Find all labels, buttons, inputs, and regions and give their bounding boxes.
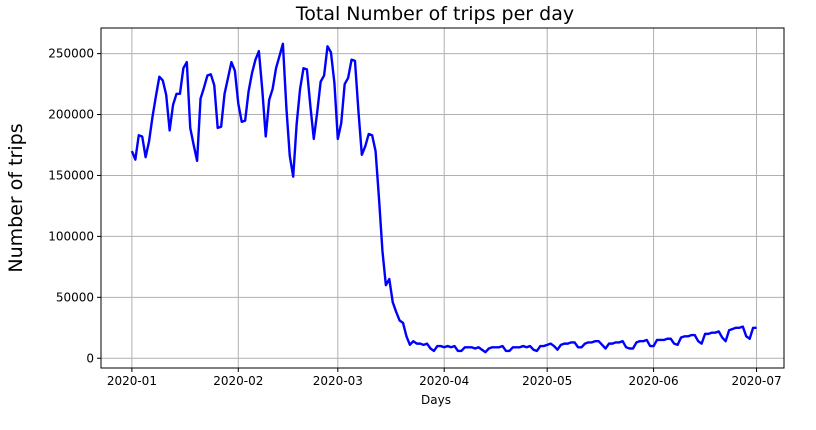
x-tick-label: 2020-03	[313, 374, 363, 388]
x-tick-label: 2020-02	[213, 374, 263, 388]
series-line	[130, 42, 757, 354]
series-lines	[130, 42, 757, 354]
y-gridlines	[101, 53, 784, 359]
x-tick-label: 2020-06	[629, 374, 679, 388]
y-axis-ticks: 0 50000 100000 150000 200000 250000	[48, 47, 101, 365]
x-axis-label: Days	[421, 393, 451, 407]
x-tick-label: 2020-05	[522, 374, 572, 388]
x-axis-ticks: 2020-01 2020-02 2020-03 2020-04 2020-05 2020-…	[107, 368, 782, 388]
y-tick-label: 100000	[48, 229, 94, 243]
y-tick-label: 50000	[56, 290, 94, 304]
x-gridlines	[131, 28, 758, 368]
y-tick-label: 200000	[48, 108, 94, 122]
y-axis-label: Number of trips	[5, 123, 27, 272]
plot-area-frame	[100, 27, 785, 369]
y-tick-label: 250000	[48, 47, 94, 61]
chart-title: Total Number of trips per day	[295, 3, 574, 25]
x-tick-label: 2020-04	[419, 374, 469, 388]
y-tick-label: 150000	[48, 168, 94, 182]
x-tick-label: 2020-01	[107, 374, 157, 388]
y-tick-label: 0	[86, 351, 94, 365]
x-tick-label: 2020-07	[731, 374, 781, 388]
